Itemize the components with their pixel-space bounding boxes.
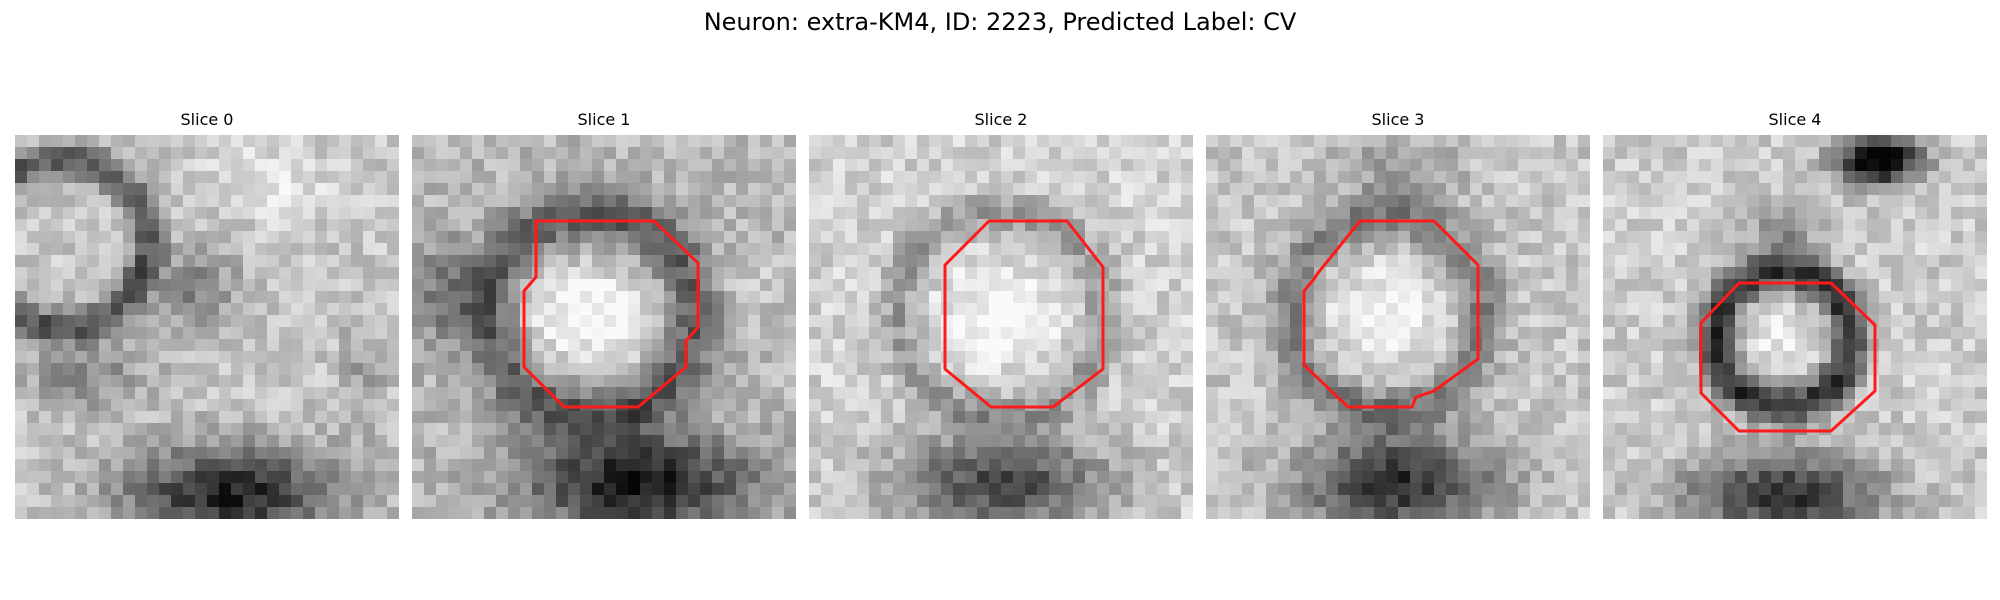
slice-title: Slice 2 <box>974 110 1028 129</box>
pixel-grid <box>809 135 1193 519</box>
pixel-grid <box>15 135 399 519</box>
slice-title: Slice 0 <box>180 110 234 129</box>
microscopy-slice-image <box>809 135 1193 519</box>
cell-outline-contour <box>1302 219 1480 409</box>
microscopy-slice-image <box>1206 135 1590 519</box>
microscopy-slice-image <box>1603 135 1987 519</box>
cell-outline-contour <box>522 219 700 409</box>
slice-title: Slice 3 <box>1371 110 1425 129</box>
microscopy-slice-image <box>15 135 399 519</box>
pixel-grid <box>1206 135 1590 519</box>
cell-outline-contour <box>943 219 1105 409</box>
pixel-grid <box>1603 135 1987 519</box>
cell-outline-contour <box>1699 281 1877 433</box>
pixel-grid <box>412 135 796 519</box>
microscopy-slice-image <box>412 135 796 519</box>
figure-title: Neuron: extra-KM4, ID: 2223, Predicted L… <box>703 8 1297 36</box>
slice-title: Slice 1 <box>577 110 631 129</box>
slice-title: Slice 4 <box>1768 110 1822 129</box>
